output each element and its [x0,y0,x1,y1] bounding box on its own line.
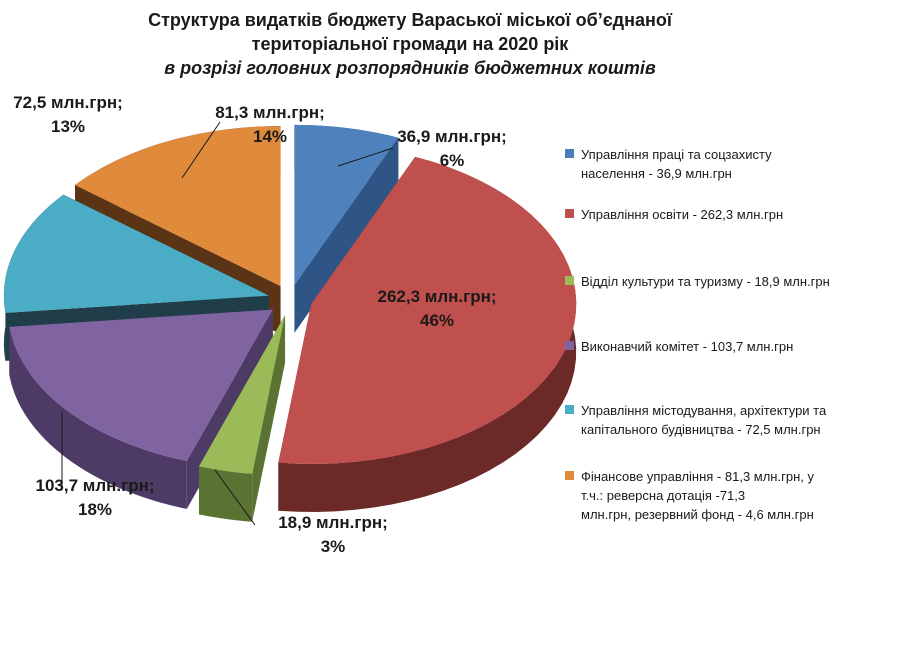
data-label-percent: 6% [440,151,465,170]
data-label-value: 72,5 млн.грн; [13,93,123,112]
slice-outer-wall [278,156,577,512]
data-labels: 36,9 млн.грн; 6% 262,3 млн.грн; 46% 18,9 млн… [13,93,507,556]
chart-title-line-1: Структура видатків бюджету Вараської міс… [148,10,672,30]
legend-label: Виконавчий комітет - 103,7 млн.грн [581,337,881,356]
slice-2 [198,315,286,474]
legend-label-line: Виконавчий комітет - 103,7 млн.грн [581,339,794,354]
legend-label: Фінансове управління - 81,3 млн.грн, у т.… [581,467,881,524]
slice-outer-wall [198,466,253,522]
slice-1 [278,156,577,465]
data-label-value: 18,9 млн.грн; [278,513,388,532]
legend-label: Відділ культури та туризму - 18,9 млн.гр… [581,272,881,291]
legend-label-line: Управління праці та соцзахисту [581,147,772,162]
legend-swatch [565,149,574,158]
legend-label-line: Управління освіти - 262,3 млн.грн [581,207,784,222]
data-label-value: 262,3 млн.грн; [377,287,496,306]
legend-label-line: Фінансове управління - 81,3 млн.грн, у [581,469,814,484]
legend-label-line: Управління містодування, архітектури та [581,403,827,418]
legend-label-line: населення - 36,9 млн.грн [581,166,732,181]
slice-0 [294,124,399,285]
slice-outer-wall [9,326,187,509]
legend-label: Управління праці та соцзахисту населення … [581,145,881,183]
legend-label-line: капітального будівництва - 72,5 млн.грн [581,422,821,437]
data-label-percent: 13% [51,117,85,136]
leader-line [181,121,221,179]
legend-swatch [565,209,574,218]
legend-swatch [565,341,574,350]
chart-title-line-2: територіальної громади на 2020 рік [251,34,569,54]
legend-label: Управління містодування, архітектури та к… [581,401,881,439]
slice-4 [3,194,269,313]
legend-label: Управління освіти - 262,3 млн.грн [581,205,881,224]
slice-3 [9,309,273,461]
legend-swatch [565,471,574,480]
slice-tops [3,124,577,474]
legend-label-line: т.ч.: реверсна дотація -71,3 [581,488,746,503]
slice-radial-wall [294,137,399,333]
data-label-value: 81,3 млн.грн; [215,103,325,122]
legend-label-line: млн.грн, резервний фонд - 4,6 млн.грн [581,507,814,522]
chart-subtitle: в розрізі головних розпорядників бюджетн… [164,58,656,78]
slice-5 [75,126,281,287]
legend-label-line: Відділ культури та туризму - 18,9 млн.гр… [581,274,830,289]
legend-swatch [565,405,574,414]
data-label-value: 36,9 млн.грн; [397,127,507,146]
data-label-percent: 14% [253,127,287,146]
data-label-percent: 18% [78,500,112,519]
leader-line [214,469,256,526]
legend-swatch [565,276,574,285]
data-label-percent: 46% [420,311,454,330]
data-label-value: 103,7 млн.грн; [35,476,154,495]
data-label-percent: 3% [321,537,346,556]
leader-line [337,147,394,167]
